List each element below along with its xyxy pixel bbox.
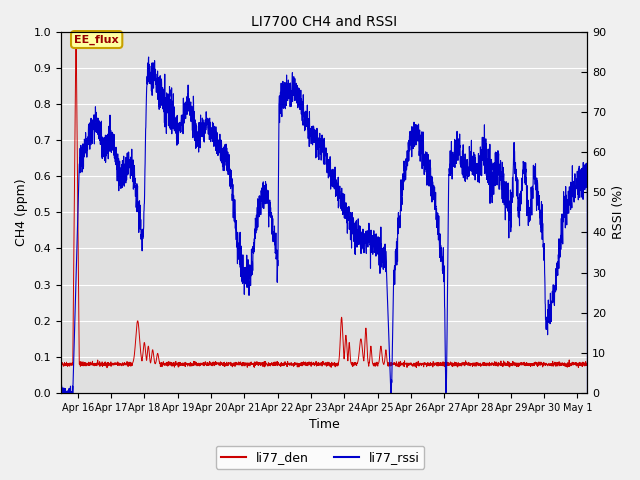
li77_den: [103, 365, 111, 371]
li77_rssi: [259, 205, 267, 211]
li77_rssi: [573, 168, 581, 174]
li77_rssi: [148, 72, 156, 78]
li77_den: [57, 361, 65, 367]
li77_den: [259, 362, 267, 368]
li77_den: [517, 360, 525, 365]
li77_den: [573, 360, 581, 366]
li77_den: [282, 360, 290, 366]
li77_den: [118, 362, 125, 368]
li77_den: [584, 361, 591, 367]
X-axis label: Time: Time: [309, 419, 340, 432]
li77_den: [72, 29, 80, 35]
li77_rssi: [57, 390, 65, 396]
Title: LI7700 CH4 and RSSI: LI7700 CH4 and RSSI: [251, 15, 397, 29]
li77_rssi: [117, 168, 125, 174]
li77_rssi: [282, 85, 290, 91]
li77_rssi: [516, 194, 524, 200]
Y-axis label: CH4 (ppm): CH4 (ppm): [15, 179, 28, 246]
Y-axis label: RSSI (%): RSSI (%): [612, 185, 625, 240]
Legend: li77_den, li77_rssi: li77_den, li77_rssi: [216, 446, 424, 469]
Line: li77_den: li77_den: [61, 32, 588, 368]
li77_den: [149, 347, 157, 353]
Line: li77_rssi: li77_rssi: [61, 57, 588, 393]
Text: EE_flux: EE_flux: [74, 35, 119, 45]
li77_rssi: [584, 390, 591, 396]
li77_rssi: [145, 54, 152, 60]
